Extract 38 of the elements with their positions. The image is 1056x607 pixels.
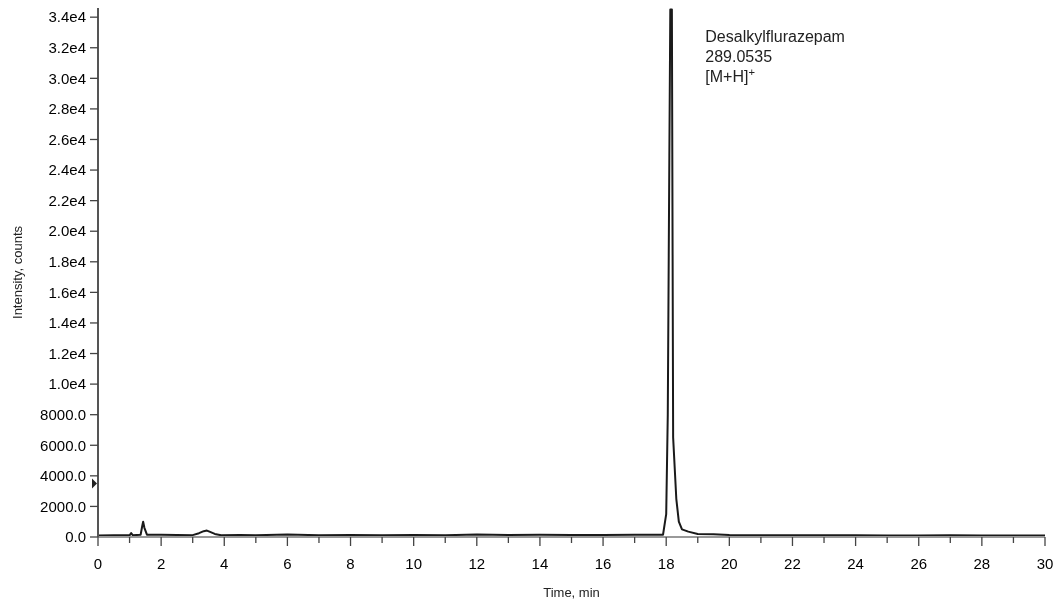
x-tick-label: 30 — [1036, 555, 1054, 572]
annotation: Desalkylflurazepam 289.0535 [M+H]$^{+}$ — [705, 27, 845, 85]
y-tick-label: 2.6e4 — [48, 130, 86, 148]
x-axis-title: Time, min — [543, 585, 600, 600]
x-tick-label: 6 — [283, 555, 292, 572]
x-tick-label: 2 — [156, 555, 166, 572]
x-tick-label: 22 — [784, 555, 801, 572]
y-tick-label: 1.4e4 — [48, 314, 86, 332]
x-tick-label: 26 — [910, 555, 928, 572]
x-tick-label: 0 — [93, 555, 103, 572]
y-tick-label: 0.0 — [65, 528, 86, 546]
x-tick-label: 14 — [531, 555, 549, 572]
x-tick-label: 28 — [973, 555, 991, 572]
x-tick-label: 10 — [405, 555, 423, 572]
y-tick-label: 3.2e4 — [48, 39, 86, 56]
y-tick-label: 3.4e4 — [48, 8, 86, 26]
y-tick-label: 1.8e4 — [48, 253, 86, 271]
y-tick-label: 4000.0 — [40, 467, 86, 485]
y-tick-label: 2.0e4 — [48, 222, 86, 240]
y-axis-title: Intensity, counts — [10, 225, 25, 319]
y-tick-label: 1.2e4 — [48, 344, 86, 362]
x-tick-label: 16 — [594, 555, 612, 572]
x-tick-label: 4 — [220, 555, 229, 572]
x-tick-label: 24 — [847, 555, 864, 572]
line-series — [98, 8, 1045, 537]
y-tick-label: 1.0e4 — [48, 375, 86, 393]
y-tick-label: 6000.0 — [40, 436, 86, 454]
y-tick-label: 8000.0 — [40, 405, 86, 423]
y-tick-label: 2.4e4 — [48, 161, 86, 179]
y-tick-label: 3.0e4 — [48, 69, 86, 87]
y-tick-label: 2.2e4 — [48, 191, 86, 209]
x-tick-label: 18 — [657, 555, 675, 572]
y-tick-label: 2000.0 — [40, 497, 86, 515]
x-tick-label: 20 — [720, 555, 738, 572]
y-tick-label: 1.6e4 — [48, 283, 86, 301]
x-tick-label: 12 — [468, 555, 486, 572]
y-tick-label: 2.8e4 — [48, 100, 86, 118]
x-tick-label: 8 — [346, 555, 355, 572]
